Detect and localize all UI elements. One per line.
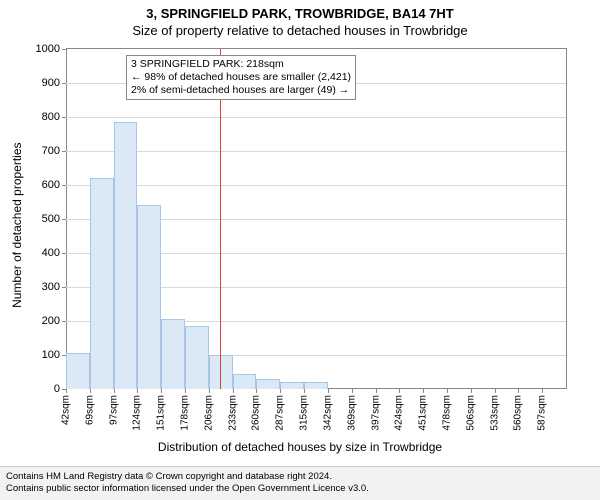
- ytick-mark: [62, 287, 66, 288]
- histogram-bar: [114, 122, 138, 389]
- chart-container: { "title": { "main": "3, SPRINGFIELD PAR…: [0, 0, 600, 500]
- xtick-mark: [66, 389, 67, 393]
- ytick-label: 100: [42, 349, 60, 361]
- xtick-mark: [399, 389, 400, 393]
- histogram-bar: [137, 205, 161, 389]
- histogram-bar: [209, 355, 233, 389]
- ytick-label: 200: [42, 315, 60, 327]
- ytick-label: 800: [42, 111, 60, 123]
- xtick-label: 315sqm: [299, 395, 310, 431]
- chart-title-main: 3, SPRINGFIELD PARK, TROWBRIDGE, BA14 7H…: [0, 0, 600, 21]
- histogram-bar: [280, 382, 304, 389]
- xtick-label: 478sqm: [441, 395, 452, 431]
- xtick-mark: [542, 389, 543, 393]
- ytick-label: 0: [54, 383, 60, 395]
- xtick-label: 424sqm: [394, 395, 405, 431]
- xtick-label: 97sqm: [108, 395, 119, 425]
- xtick-mark: [90, 389, 91, 393]
- footer-line-2: Contains public sector information licen…: [6, 483, 594, 495]
- ytick-mark: [62, 83, 66, 84]
- xtick-label: 178sqm: [180, 395, 191, 431]
- xtick-mark: [518, 389, 519, 393]
- histogram-bar: [256, 379, 280, 389]
- histogram-bar: [66, 353, 90, 389]
- ytick-label: 900: [42, 77, 60, 89]
- ytick-mark: [62, 49, 66, 50]
- ytick-label: 500: [42, 213, 60, 225]
- histogram-bar: [233, 374, 257, 389]
- xtick-label: 506sqm: [465, 395, 476, 431]
- xtick-mark: [352, 389, 353, 393]
- chart-plot-area: 0100200300400500600700800900100042sqm69s…: [66, 48, 567, 389]
- xtick-mark: [447, 389, 448, 393]
- xtick-label: 42sqm: [61, 395, 72, 425]
- xtick-label: 560sqm: [513, 395, 524, 431]
- annotation-box: 3 SPRINGFIELD PARK: 218sqm ← 98% of deta…: [126, 55, 356, 100]
- gridline-h: [66, 117, 566, 118]
- ytick-mark: [62, 253, 66, 254]
- xtick-mark: [256, 389, 257, 393]
- xtick-mark: [328, 389, 329, 393]
- ytick-mark: [62, 185, 66, 186]
- gridline-h: [66, 185, 566, 186]
- xtick-mark: [137, 389, 138, 393]
- ytick-mark: [62, 219, 66, 220]
- ytick-label: 700: [42, 145, 60, 157]
- xtick-label: 451sqm: [418, 395, 429, 431]
- ytick-label: 600: [42, 179, 60, 191]
- footer-line-1: Contains HM Land Registry data © Crown c…: [6, 471, 594, 483]
- y-axis-label: Number of detached properties: [10, 142, 24, 307]
- ytick-mark: [62, 151, 66, 152]
- xtick-mark: [233, 389, 234, 393]
- annotation-line-1: 3 SPRINGFIELD PARK: 218sqm: [131, 58, 351, 71]
- annotation-line-3: 2% of semi-detached houses are larger (4…: [131, 84, 351, 97]
- xtick-label: 533sqm: [489, 395, 500, 431]
- histogram-bar: [185, 326, 209, 389]
- xtick-mark: [423, 389, 424, 393]
- xtick-mark: [280, 389, 281, 393]
- xtick-mark: [495, 389, 496, 393]
- ytick-label: 400: [42, 247, 60, 259]
- xtick-label: 342sqm: [322, 395, 333, 431]
- xtick-mark: [376, 389, 377, 393]
- xtick-label: 233sqm: [227, 395, 238, 431]
- annotation-line-2: ← 98% of detached houses are smaller (2,…: [131, 71, 351, 84]
- xtick-mark: [114, 389, 115, 393]
- xtick-mark: [185, 389, 186, 393]
- xtick-label: 206sqm: [203, 395, 214, 431]
- xtick-label: 369sqm: [346, 395, 357, 431]
- xtick-label: 69sqm: [84, 395, 95, 425]
- xtick-label: 151sqm: [156, 395, 167, 431]
- histogram-bar: [304, 382, 328, 389]
- xtick-label: 124sqm: [132, 395, 143, 431]
- ytick-mark: [62, 117, 66, 118]
- xtick-mark: [304, 389, 305, 393]
- xtick-label: 397sqm: [370, 395, 381, 431]
- xtick-label: 287sqm: [275, 395, 286, 431]
- ytick-mark: [62, 321, 66, 322]
- histogram-bar: [90, 178, 114, 389]
- xtick-mark: [471, 389, 472, 393]
- xtick-label: 260sqm: [251, 395, 262, 431]
- xtick-mark: [209, 389, 210, 393]
- histogram-bar: [161, 319, 185, 389]
- xtick-mark: [161, 389, 162, 393]
- ytick-label: 300: [42, 281, 60, 293]
- chart-title-sub: Size of property relative to detached ho…: [0, 21, 600, 38]
- gridline-h: [66, 151, 566, 152]
- xtick-label: 587sqm: [537, 395, 548, 431]
- x-axis-label: Distribution of detached houses by size …: [0, 440, 600, 454]
- ytick-label: 1000: [36, 43, 60, 55]
- footer: Contains HM Land Registry data © Crown c…: [0, 466, 600, 500]
